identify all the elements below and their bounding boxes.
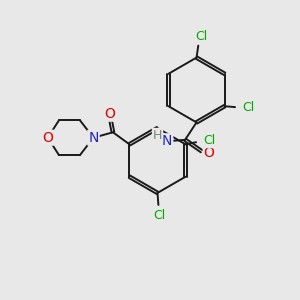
Text: O: O	[42, 131, 53, 145]
Text: Cl: Cl	[242, 101, 255, 114]
Text: N: N	[162, 134, 172, 148]
Text: Cl: Cl	[203, 134, 215, 147]
Text: O: O	[104, 107, 115, 121]
Text: O: O	[204, 146, 214, 160]
Text: N: N	[88, 131, 99, 145]
Text: Cl: Cl	[153, 208, 165, 222]
Text: Cl: Cl	[195, 30, 207, 43]
Text: H: H	[153, 129, 162, 142]
